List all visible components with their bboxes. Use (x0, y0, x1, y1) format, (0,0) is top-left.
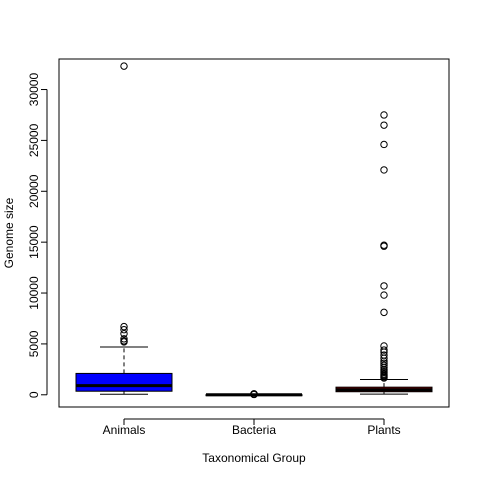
y-tick-label: 25000 (27, 123, 41, 157)
x-axis-label: Taxonomical Group (202, 451, 306, 465)
x-tick-label: Bacteria (232, 423, 276, 437)
outlier-point (120, 335, 128, 343)
outlier-point (380, 140, 388, 149)
outlier-point (120, 338, 128, 346)
outlier-point (380, 346, 388, 354)
box-bacteria (205, 390, 303, 399)
y-tick-label: 15000 (27, 225, 41, 259)
outlier-point (120, 62, 128, 70)
outlier-point (380, 242, 388, 250)
boxes-layer (75, 62, 433, 399)
outlier-point (380, 166, 388, 174)
outlier-point (380, 282, 388, 290)
outlier-point (380, 374, 388, 382)
x-axis: Animals Bacteria Plants (103, 418, 401, 437)
x-tick-label: Animals (103, 423, 146, 437)
box-animals (75, 62, 173, 395)
box-plants (335, 111, 433, 395)
outlier-point (380, 111, 388, 119)
outlier-point (380, 121, 388, 129)
outlier-point (120, 325, 128, 334)
outlier-point (380, 354, 388, 362)
y-tick-label: 10000 (27, 276, 41, 310)
outlier-point (250, 390, 258, 398)
x-tick-label: Plants (367, 423, 400, 437)
y-tick-label: 20000 (27, 174, 41, 208)
y-tick-label: 5000 (27, 330, 41, 357)
y-tick-label: 0 (27, 391, 41, 398)
y-axis: 0 5000 10000 15000 20000 25000 30000 (27, 73, 48, 398)
outlier-point (120, 330, 128, 338)
y-tick-label: 30000 (27, 73, 41, 107)
iqr-box (75, 372, 173, 392)
outlier-point (380, 308, 388, 317)
outlier-point (120, 322, 128, 331)
outlier-point (380, 361, 388, 369)
outlier-point (380, 291, 388, 299)
plot-frame (58, 58, 450, 408)
y-axis-label: Genome size (2, 197, 16, 268)
